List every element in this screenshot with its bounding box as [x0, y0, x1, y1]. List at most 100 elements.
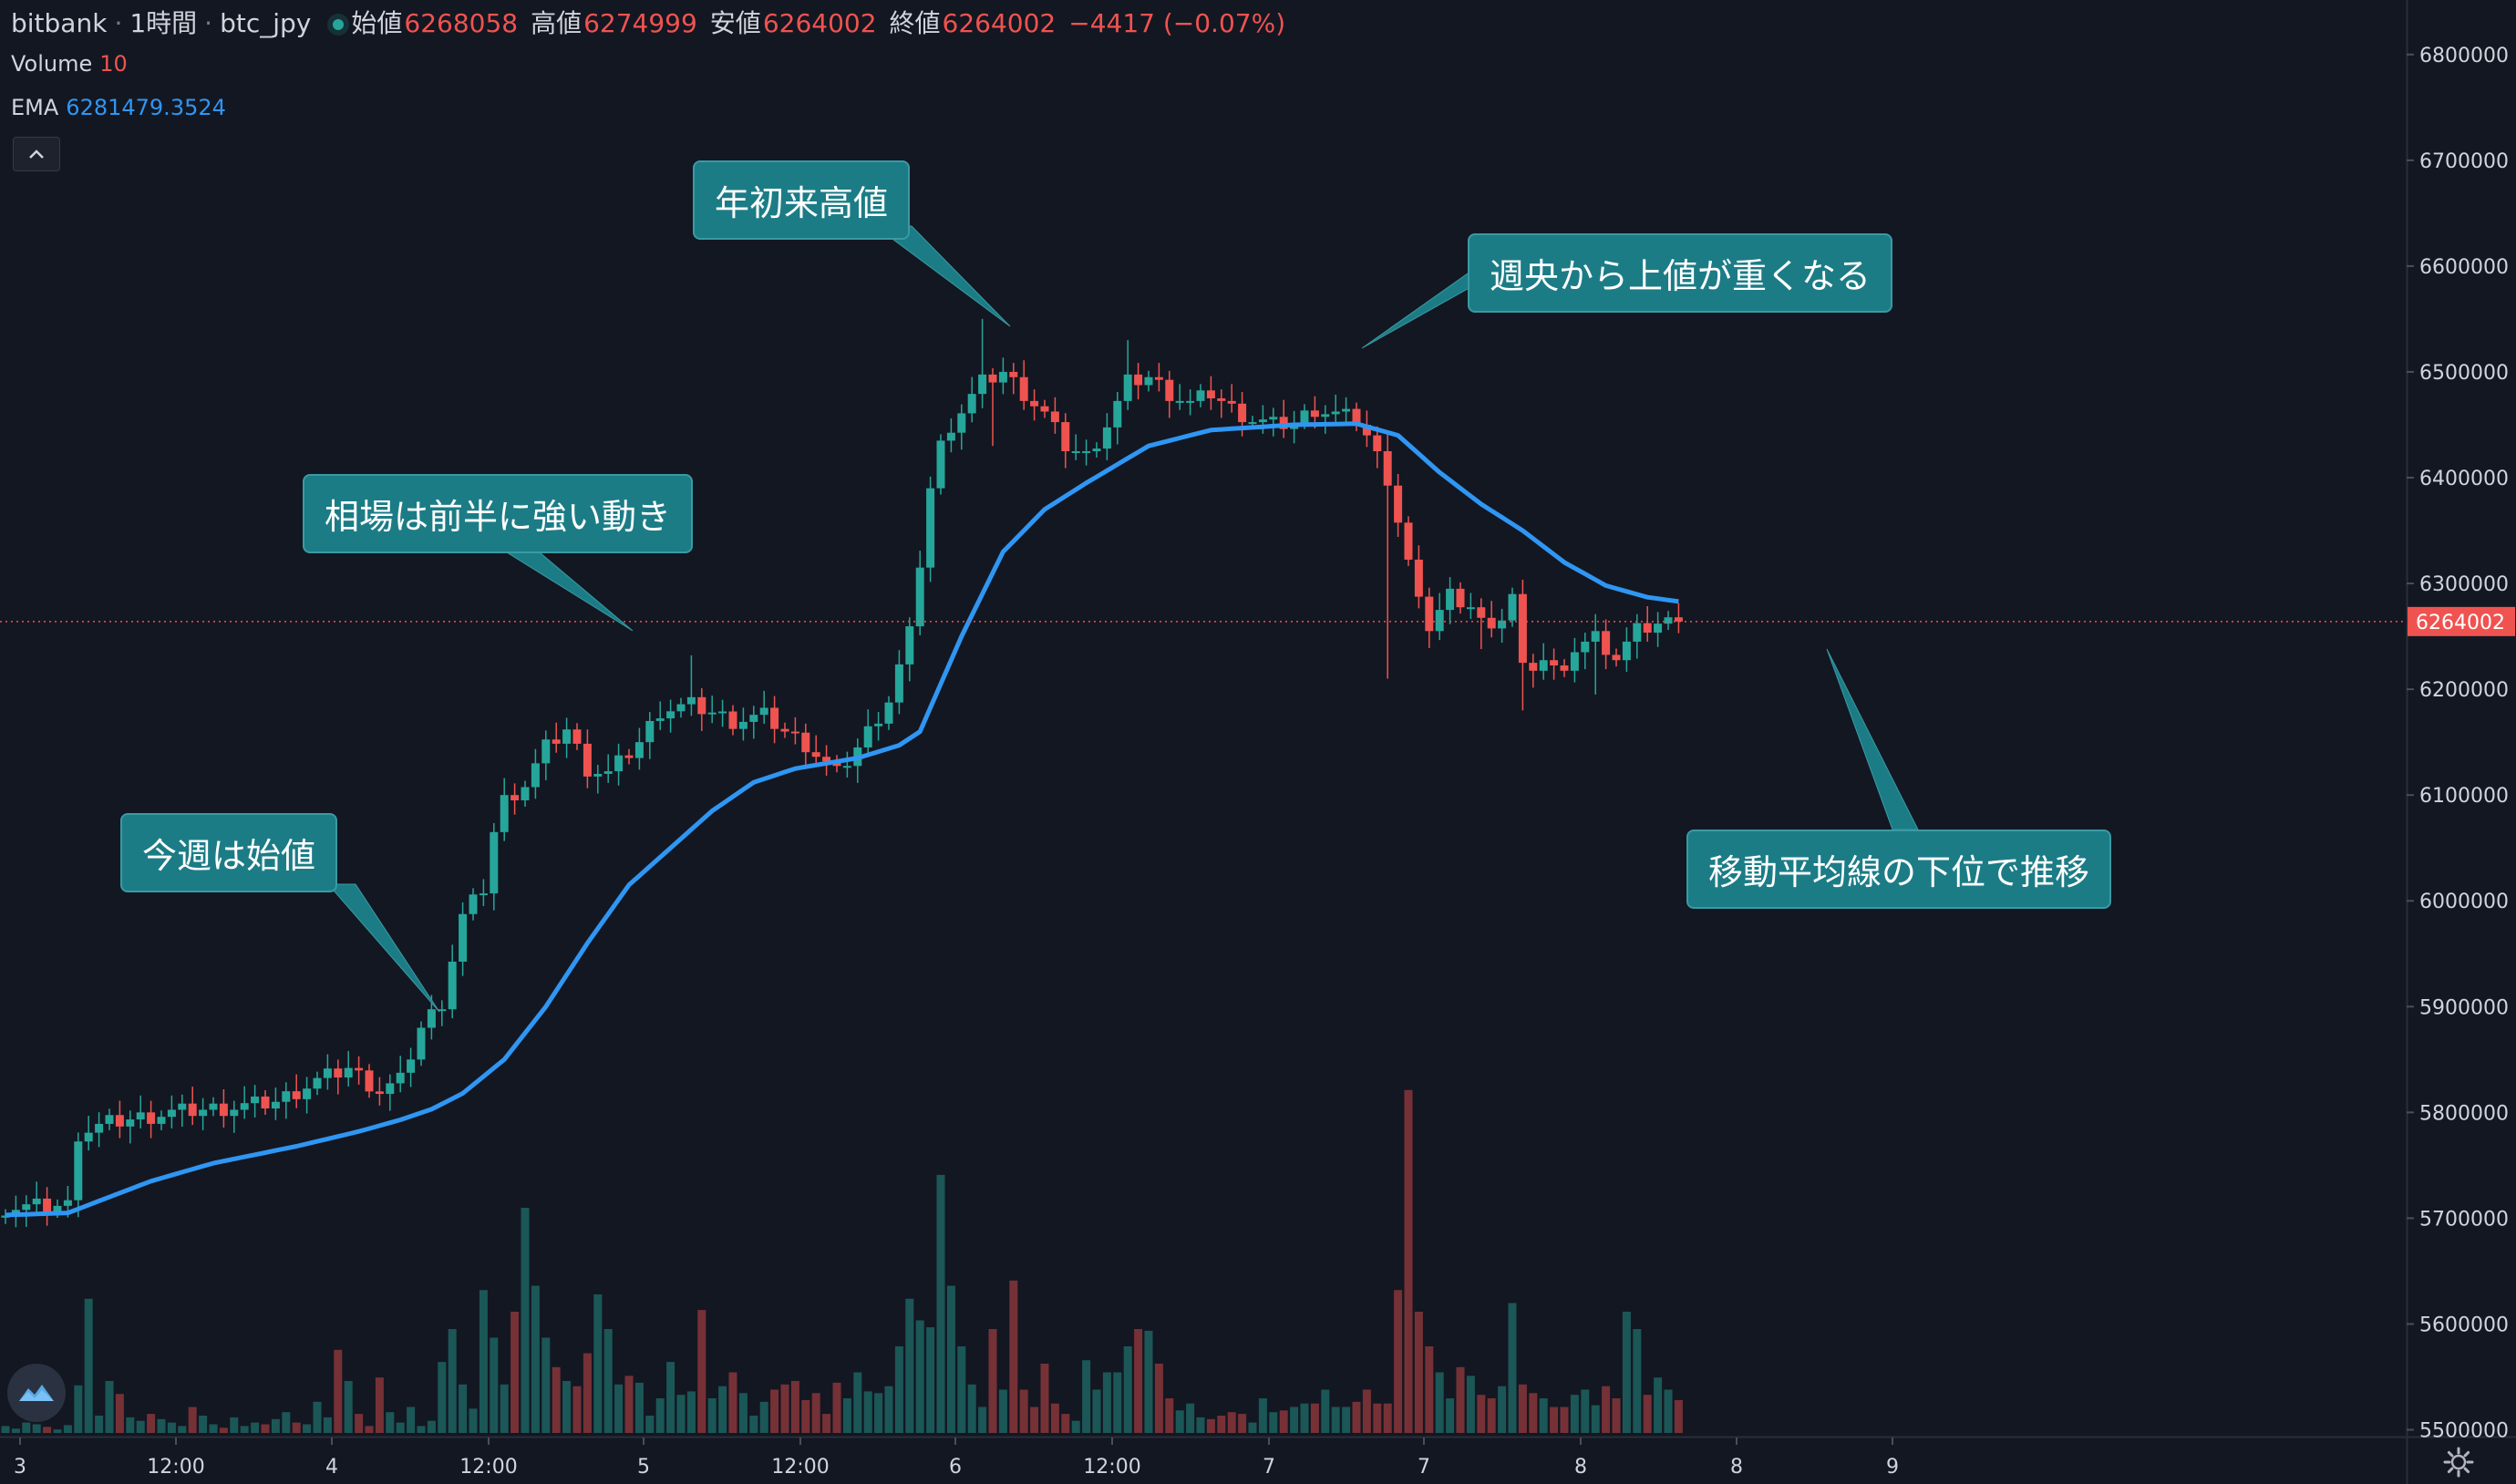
candle-body [946, 432, 955, 441]
volume-bar [282, 1412, 291, 1433]
volume-bar [978, 1407, 987, 1433]
candle-body [593, 773, 603, 777]
candle-body [375, 1091, 384, 1095]
callout-text: 年初来高値 [715, 183, 889, 223]
bitbank-logo-icon[interactable] [7, 1364, 66, 1422]
volume-label: Volume [11, 51, 93, 77]
volume-bar [1414, 1312, 1423, 1433]
candle-body [1258, 419, 1267, 423]
candle-body [427, 1009, 436, 1028]
volume-series [1, 1089, 1683, 1433]
volume-bar [1134, 1329, 1143, 1433]
candle-body [1030, 400, 1039, 407]
candle-body [759, 707, 768, 716]
candle-body [292, 1091, 301, 1099]
callout-text: 週央から上値が重くなる [1490, 256, 1872, 296]
candle-body [1019, 376, 1028, 401]
open-value: 6268058 [404, 8, 519, 38]
candle-body [1269, 417, 1278, 420]
candle-body [926, 488, 935, 568]
low-value: 6264002 [762, 8, 877, 38]
callout-weekly-open: 今週は始値 [120, 813, 338, 892]
volume-bar [1643, 1395, 1652, 1433]
callout-pointer-weekly-open [326, 883, 440, 1013]
volume-bar [967, 1384, 976, 1433]
volume-bar [22, 1422, 31, 1433]
candle-body [749, 715, 758, 722]
candle-body [1654, 623, 1663, 634]
volume-bar [894, 1346, 903, 1433]
candle-body [738, 721, 748, 729]
volume-bar [1383, 1403, 1392, 1433]
candle-body [1050, 411, 1059, 423]
volume-bar [915, 1320, 924, 1433]
x-tick-label: 12:00 [1083, 1456, 1140, 1479]
volume-bar [427, 1420, 436, 1433]
market-status-icon [333, 19, 345, 30]
volume-bar [396, 1422, 405, 1433]
volume-bar [344, 1381, 353, 1433]
x-tick-label: 4 [325, 1456, 338, 1479]
volume-bar [1581, 1389, 1590, 1433]
volume-bar [749, 1416, 758, 1433]
candle-body [728, 711, 737, 729]
candle-body [178, 1103, 187, 1110]
volume-bar [770, 1389, 779, 1433]
volume-bar [1310, 1403, 1319, 1433]
candle-body [500, 795, 509, 832]
volume-bar [1227, 1412, 1236, 1433]
candle-body [479, 893, 488, 896]
volume-bar [147, 1414, 156, 1433]
volume-bar [1602, 1386, 1611, 1433]
volume-bar [998, 1389, 1007, 1433]
candle-body [686, 696, 696, 705]
volume-bar [1113, 1372, 1122, 1433]
volume-bar [230, 1417, 239, 1433]
candle-body [988, 374, 997, 383]
candle-body [448, 961, 457, 1010]
volume-bar [926, 1327, 935, 1433]
volume-bar [1654, 1377, 1663, 1433]
candle-body [1664, 617, 1673, 624]
volume-bar [334, 1349, 343, 1433]
candle-body [1487, 617, 1496, 629]
volume-bar [593, 1294, 603, 1433]
candle-body [251, 1096, 260, 1104]
volume-bar [718, 1386, 727, 1433]
volume-bar [459, 1384, 468, 1433]
last-price-tag [2408, 606, 2515, 636]
x-tick-label: 12:00 [771, 1456, 829, 1479]
volume-bar [1009, 1280, 1018, 1433]
ema-legend[interactable]: EMA 6281479.3524 [11, 95, 233, 120]
candle-body [811, 752, 820, 757]
volume-bar [157, 1418, 166, 1433]
candle-body [1071, 451, 1080, 454]
x-tick-label: 12:00 [459, 1456, 517, 1479]
gear-icon[interactable] [2443, 1447, 2474, 1478]
candle-body [53, 1205, 62, 1212]
candle-body [438, 1009, 447, 1012]
interval-label[interactable]: 1時間 [129, 8, 198, 38]
volume-bar [988, 1329, 997, 1433]
volume-bar [1674, 1399, 1683, 1433]
volume-bar [1362, 1389, 1371, 1433]
volume-bar [811, 1393, 820, 1433]
volume-bar [1082, 1360, 1091, 1433]
candle-body [521, 787, 530, 800]
candle-body [1498, 620, 1507, 629]
volume-bar [1, 1426, 10, 1433]
volume-bar [1394, 1290, 1403, 1433]
volume-legend[interactable]: Volume 10 [11, 51, 135, 77]
volume-bar [1456, 1366, 1465, 1433]
volume-bar [292, 1422, 301, 1433]
y-tick-label: 6300000 [2419, 573, 2509, 596]
candle-body [552, 739, 561, 744]
volume-bar [1279, 1410, 1288, 1433]
collapse-legend-button[interactable] [13, 137, 60, 171]
candle-body [344, 1067, 353, 1078]
volume-bar [624, 1376, 634, 1433]
candle-body [894, 664, 903, 703]
symbol-name[interactable]: btc_jpy [220, 8, 312, 38]
